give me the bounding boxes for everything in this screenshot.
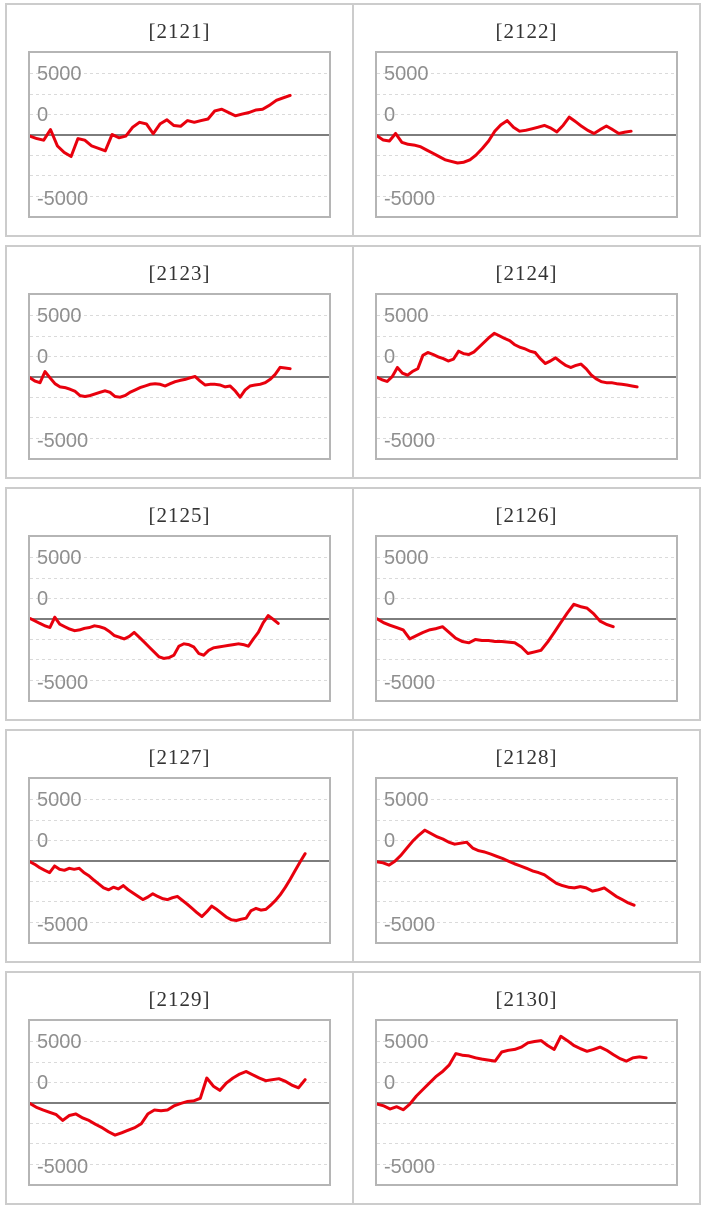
- series-line: [30, 1070, 307, 1137]
- chart-cell: [2126] 5000 0 -5000: [352, 487, 701, 721]
- chart-cell: [2128] 5000 0 -5000: [352, 729, 701, 963]
- plot-area: 5000 0 -5000: [28, 293, 331, 460]
- series-plot: [30, 93, 292, 158]
- series-plot: [377, 115, 633, 165]
- plot-area: 5000 0 -5000: [375, 293, 678, 460]
- plot-area: 5000 0 -5000: [375, 51, 678, 218]
- chart-cell: [2121] 5000 0 -5000: [5, 3, 354, 237]
- series-plot: [30, 365, 292, 399]
- chart-title: [2127]: [148, 745, 211, 769]
- plot-area: 5000 0 -5000: [28, 1019, 331, 1186]
- chart-cell: [2129] 5000 0 -5000: [5, 971, 354, 1205]
- series-plot: [30, 614, 280, 660]
- chart-title: [2124]: [495, 261, 558, 285]
- series-line: [377, 1034, 648, 1112]
- chart-title: [2123]: [148, 261, 211, 285]
- chart-title: [2126]: [495, 503, 558, 527]
- chart-title: [2121]: [148, 19, 211, 43]
- chart-title: [2122]: [495, 19, 558, 43]
- plot-area: 5000 0 -5000: [375, 535, 678, 702]
- series-plot: [377, 1034, 648, 1112]
- plot-area: 5000 0 -5000: [375, 1019, 678, 1186]
- series-line: [377, 828, 636, 907]
- chart-cell: [2125] 5000 0 -5000: [5, 487, 354, 721]
- chart-title: [2128]: [495, 745, 558, 769]
- series-line: [377, 331, 639, 389]
- series-line: [30, 614, 280, 660]
- series-plot: [30, 1070, 307, 1137]
- plot-area: 5000 0 -5000: [28, 51, 331, 218]
- chart-cell: [2127] 5000 0 -5000: [5, 729, 354, 963]
- chart-cell: [2122] 5000 0 -5000: [352, 3, 701, 237]
- plot-area: 5000 0 -5000: [375, 777, 678, 944]
- series-plot: [377, 602, 615, 655]
- chart-cell: [2130] 5000 0 -5000: [352, 971, 701, 1205]
- series-line: [377, 115, 633, 165]
- series-plot: [30, 852, 307, 922]
- series-line: [30, 852, 307, 922]
- series-plot: [377, 331, 639, 389]
- chart-title: [2125]: [148, 503, 211, 527]
- chart-cell: [2123] 5000 0 -5000: [5, 245, 354, 479]
- chart-cell: [2124] 5000 0 -5000: [352, 245, 701, 479]
- series-line: [377, 602, 615, 655]
- series-line: [30, 365, 292, 399]
- series-plot: [377, 828, 636, 907]
- chart-title: [2130]: [495, 987, 558, 1011]
- plot-area: 5000 0 -5000: [28, 535, 331, 702]
- series-line: [30, 93, 292, 158]
- plot-area: 5000 0 -5000: [28, 777, 331, 944]
- chart-title: [2129]: [148, 987, 211, 1011]
